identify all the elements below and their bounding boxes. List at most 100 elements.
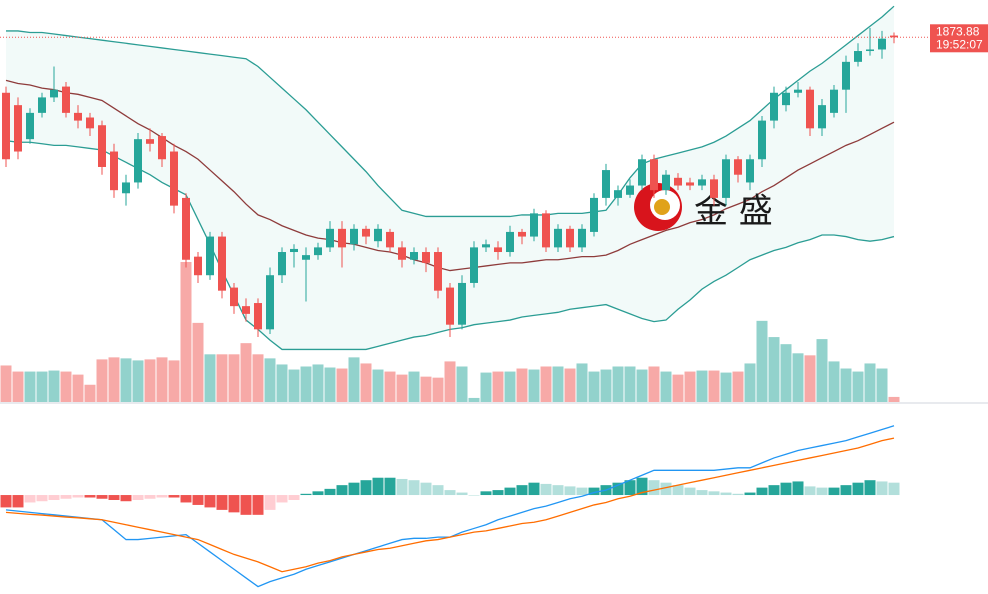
- histogram-bar: [828, 487, 840, 496]
- volume-bar: [804, 355, 816, 402]
- candle-body: [290, 248, 298, 253]
- histogram-bar: [24, 495, 36, 503]
- candle-body: [662, 174, 670, 191]
- histogram-bar: [864, 480, 876, 496]
- histogram-bar: [708, 491, 720, 496]
- histogram-bar: [624, 480, 636, 496]
- candle-body: [650, 159, 658, 191]
- candle-body: [206, 236, 214, 276]
- volume-bar: [768, 337, 780, 402]
- histogram-bar: [60, 495, 72, 499]
- candle-body: [458, 282, 466, 325]
- histogram-bar: [336, 485, 348, 496]
- histogram-bar: [360, 480, 372, 496]
- candle-body: [842, 61, 850, 90]
- candle-body: [578, 228, 586, 248]
- histogram-bar: [444, 490, 456, 496]
- histogram-bar: [420, 482, 432, 496]
- histogram-bar: [492, 490, 504, 496]
- histogram-bar: [132, 495, 144, 500]
- candle-body: [758, 120, 766, 160]
- volume-bar: [420, 376, 432, 402]
- volume-bar: [528, 369, 540, 402]
- candle-body: [710, 179, 718, 198]
- candle-body: [614, 190, 622, 198]
- candle-body: [170, 151, 178, 206]
- histogram-bar: [732, 493, 744, 496]
- volume-bar: [504, 371, 516, 402]
- volume-bar: [876, 368, 888, 402]
- histogram-bar: [888, 482, 900, 496]
- candle-body: [410, 252, 418, 260]
- histogram-bar: [0, 495, 12, 508]
- volume-bar: [132, 360, 144, 402]
- volume-bar: [96, 359, 108, 402]
- candle-body: [674, 177, 682, 186]
- histogram-bar: [456, 492, 468, 496]
- volume-bar: [12, 371, 24, 402]
- candle-body: [218, 236, 226, 291]
- candle-body: [482, 244, 490, 248]
- candle-body: [398, 247, 406, 260]
- volume-bar: [228, 354, 240, 402]
- volume-bar: [720, 372, 732, 402]
- histogram-bar: [264, 495, 276, 510]
- candle-body: [374, 228, 382, 242]
- histogram-bar: [120, 495, 132, 502]
- histogram-bar: [684, 487, 696, 496]
- candle-body: [602, 170, 610, 198]
- candle-body: [638, 159, 646, 186]
- volume-bar: [612, 366, 624, 402]
- watermark-text: 金 盛: [694, 192, 773, 232]
- histogram-bar: [408, 480, 420, 496]
- histogram-bar: [300, 493, 312, 496]
- volume-bar: [300, 366, 312, 402]
- histogram-bar: [792, 481, 804, 496]
- candle-body: [698, 179, 706, 186]
- histogram-bar: [576, 487, 588, 496]
- histogram-bar: [396, 478, 408, 496]
- candle-body: [194, 256, 202, 276]
- histogram-bar: [504, 487, 516, 496]
- time-label: 19:52:07: [936, 37, 983, 51]
- candle-body: [2, 92, 10, 160]
- candle-body: [98, 125, 106, 167]
- candle-body: [14, 105, 22, 152]
- candle-body: [890, 35, 898, 38]
- histogram-bar: [480, 491, 492, 496]
- histogram-bar: [804, 486, 816, 496]
- histogram-bar: [672, 485, 684, 496]
- volume-bar: [324, 367, 336, 402]
- volume-bar: [648, 366, 660, 402]
- volume-bar: [792, 353, 804, 402]
- candle-body: [626, 185, 634, 195]
- histogram-bar: [12, 495, 24, 508]
- line: [5, 425, 895, 588]
- candle-body: [554, 228, 562, 248]
- volume-bar: [672, 374, 684, 402]
- candle-body: [770, 92, 778, 121]
- candle-body: [158, 136, 166, 160]
- candle-body: [350, 228, 358, 245]
- volume-bar: [408, 371, 420, 402]
- volume-bar: [360, 363, 372, 402]
- volume-bar: [372, 369, 384, 402]
- candle-body: [134, 139, 142, 183]
- histogram-bar: [384, 477, 396, 496]
- histogram-bar: [840, 485, 852, 496]
- candle-body: [182, 197, 190, 260]
- histogram-bar: [228, 495, 240, 513]
- volume-bar: [24, 371, 36, 402]
- candle-body: [494, 247, 502, 253]
- candle-body: [242, 306, 250, 314]
- volume-bar: [432, 377, 444, 402]
- band-fill: [6, 6, 894, 350]
- last-price-label: 1873.88: [936, 24, 980, 38]
- candle-body: [518, 231, 526, 237]
- histogram-bar: [324, 488, 336, 496]
- volume-bar: [624, 366, 636, 402]
- volume-bar: [60, 371, 72, 402]
- volume-bar: [204, 354, 216, 402]
